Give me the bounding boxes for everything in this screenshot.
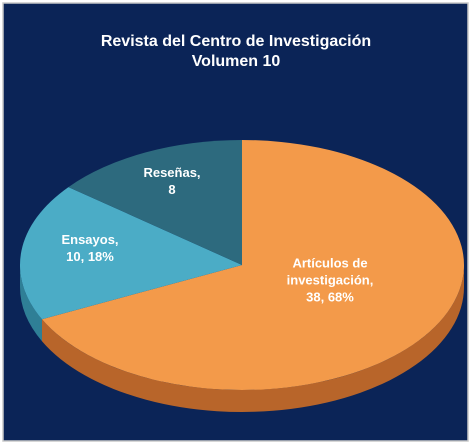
category-label: Reseñas,: [143, 165, 201, 180]
category-label: Ensayos,: [61, 232, 119, 247]
category-label: Artículos de investigación,: [286, 255, 374, 288]
slice-side: [41, 265, 464, 412]
value-label: 8: [168, 182, 176, 197]
value-label: 38, 68%: [306, 289, 354, 305]
slice-side: [20, 265, 42, 342]
slice: [19, 187, 242, 320]
data-label: Artículos de investigación, 38, 68%: [265, 255, 395, 306]
slice: [41, 140, 464, 390]
slice: [68, 140, 242, 265]
data-label: Reseñas, 8: [127, 164, 217, 198]
chart-subtitle: Volumen 10: [191, 53, 281, 70]
chart-title: Revista del Centro de Investigación: [100, 33, 372, 50]
data-label: Ensayos, 10, 18%: [45, 231, 135, 265]
value-label: 10, 18%: [66, 249, 114, 264]
